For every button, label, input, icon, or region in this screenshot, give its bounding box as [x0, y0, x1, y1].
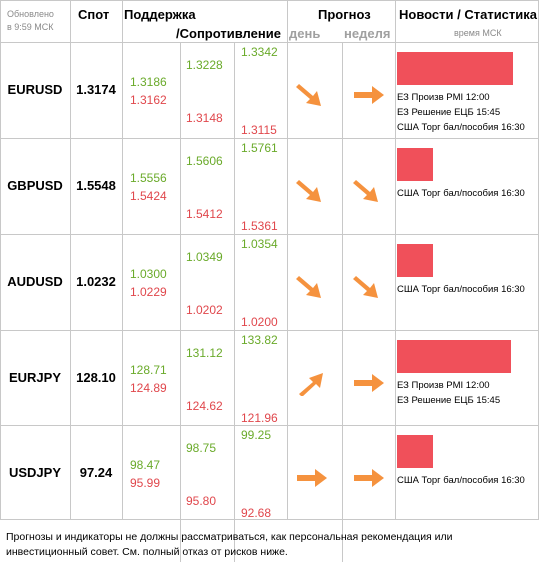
forecast-header: Прогноз	[318, 7, 371, 22]
forecast-week	[352, 82, 386, 108]
grid-line	[70, 0, 71, 520]
pair-name: AUDUSD	[7, 274, 63, 289]
resistance-2-value: 95.80	[186, 494, 217, 508]
support-2-value: 1.3228	[186, 58, 223, 72]
grid-line	[0, 0, 539, 1]
support-3-value: 133.82	[241, 333, 278, 347]
grid-line	[0, 234, 539, 235]
news-item[interactable]: ЕЗ Произв PMI 12:00	[397, 380, 490, 391]
resistance-3-value: 1.0200	[241, 315, 278, 329]
forecast-day	[295, 82, 329, 108]
support-1-value: 1.0300	[130, 267, 167, 281]
week-header: неделя	[344, 26, 391, 41]
day-header: день	[289, 26, 321, 41]
support-1-value: 128.71	[130, 363, 167, 377]
forecast-week	[352, 178, 386, 204]
resistance-1-value: 1.0229	[130, 285, 167, 299]
resistance-2-value: 1.5412	[186, 207, 223, 221]
grid-line	[234, 42, 235, 562]
support-1-value: 98.47	[130, 458, 161, 472]
grid-line	[122, 0, 123, 520]
support-1-value: 1.5556	[130, 171, 167, 185]
arrow-down-right-icon	[353, 180, 378, 202]
news-item[interactable]: США Торг бал/пособия 16:30	[397, 475, 525, 486]
support-2-value: 1.5606	[186, 154, 223, 168]
grid-line	[287, 0, 288, 520]
news-item[interactable]: США Торг бал/пособия 16:30	[397, 122, 525, 133]
support-3-value: 1.0354	[241, 237, 278, 251]
resistance-2-value: 124.62	[186, 399, 223, 413]
support-3-value: 1.5761	[241, 141, 278, 155]
spot-price: 1.3174	[76, 82, 116, 97]
grid-line	[0, 519, 539, 520]
grid-line	[342, 42, 343, 562]
resistance-header: /Сопротивление	[176, 26, 281, 41]
arrow-down-right-icon	[296, 180, 321, 202]
resistance-1-value: 1.3162	[130, 93, 167, 107]
arrow-up-right-icon	[299, 373, 323, 397]
support-1-value: 1.3186	[130, 75, 167, 89]
grid-line	[0, 330, 539, 331]
arrow-right-icon	[354, 86, 384, 104]
news-item[interactable]: ЕЗ Решение ЕЦБ 15:45	[397, 395, 501, 406]
spot-price: 128.10	[76, 370, 116, 385]
resistance-1-value: 95.99	[130, 476, 161, 490]
support-2-value: 98.75	[186, 441, 217, 455]
arrow-down-right-icon	[296, 276, 321, 298]
time-msk-label: время МСК	[454, 28, 502, 38]
arrow-down-right-icon	[353, 276, 378, 298]
resistance-3-value: 1.5361	[241, 219, 278, 233]
grid-line	[0, 0, 1, 520]
news-importance-bar	[397, 435, 433, 468]
resistance-3-value: 1.3115	[241, 123, 277, 137]
arrow-down-right-icon	[296, 84, 321, 106]
arrow-right-icon	[354, 469, 384, 487]
support-3-value: 99.25	[241, 428, 272, 442]
pair-name: USDJPY	[8, 465, 62, 480]
news-item[interactable]: ЕЗ Произв PMI 12:00	[397, 92, 490, 103]
support-3-value: 1.3342	[241, 45, 278, 59]
disclaimer: Прогнозы и индикаторы не должны рассматр…	[6, 531, 453, 558]
forecast-day	[295, 465, 329, 491]
spot-price: 1.5548	[76, 178, 116, 193]
pair-name: GBPUSD	[7, 178, 63, 193]
grid-line	[0, 42, 539, 43]
pair-name: EURJPY	[8, 370, 62, 385]
resistance-2-value: 1.0202	[186, 303, 223, 317]
resistance-3-value: 121.96	[241, 411, 278, 425]
forecast-day	[295, 178, 329, 204]
forecast-week	[352, 370, 386, 396]
support-2-value: 131.12	[186, 346, 223, 360]
resistance-1-value: 1.5424	[130, 189, 167, 203]
support-2-value: 1.0349	[186, 250, 223, 264]
forecast-week	[352, 465, 386, 491]
support-header: Поддержка	[124, 7, 196, 22]
forecast-week	[352, 274, 386, 300]
resistance-2-value: 1.3148	[186, 111, 223, 125]
news-header: Новости / Статистика	[399, 7, 538, 22]
grid-line	[395, 0, 396, 520]
news-item[interactable]: США Торг бал/пособия 16:30	[397, 284, 525, 295]
news-importance-bar	[397, 52, 513, 85]
arrow-right-icon	[354, 374, 384, 392]
forecast-day	[295, 274, 329, 300]
news-importance-bar	[397, 148, 433, 181]
arrow-right-icon	[297, 469, 327, 487]
forecast-day	[295, 370, 329, 397]
updated-label: Обновлено в 9:59 МСК	[7, 9, 54, 32]
grid-line	[0, 138, 539, 139]
grid-line	[180, 42, 181, 562]
resistance-3-value: 92.68	[241, 506, 272, 520]
pair-name: EURUSD	[7, 82, 63, 97]
spot-price: 1.0232	[76, 274, 116, 289]
news-item[interactable]: США Торг бал/пособия 16:30	[397, 188, 525, 199]
grid-line	[0, 425, 539, 426]
spot-header: Спот	[78, 7, 110, 22]
news-importance-bar	[397, 244, 433, 277]
resistance-1-value: 124.89	[130, 381, 167, 395]
news-item[interactable]: ЕЗ Решение ЕЦБ 15:45	[397, 107, 501, 118]
news-importance-bar	[397, 340, 511, 373]
spot-price: 97.24	[79, 465, 113, 480]
